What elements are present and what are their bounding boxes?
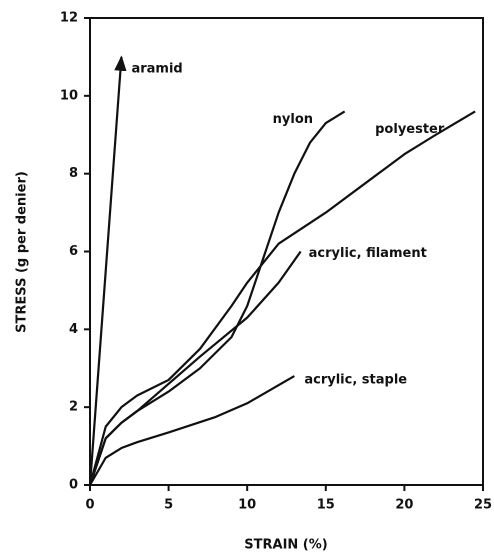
- y-tick-label: 0: [69, 478, 78, 493]
- x-axis-label: STRAIN (%): [244, 538, 327, 553]
- y-tick-label: 8: [69, 166, 78, 181]
- series-line: [89, 375, 295, 486]
- series-label: acrylic, staple: [304, 373, 407, 388]
- y-tick-label: 2: [69, 400, 78, 415]
- series-label: acrylic, filament: [309, 246, 427, 261]
- x-tick-label: 25: [474, 498, 492, 513]
- y-tick-label: 6: [69, 244, 78, 259]
- series-label: polyester: [375, 122, 445, 137]
- series-label: nylon: [273, 112, 313, 127]
- series-label: aramid: [131, 61, 182, 76]
- y-tick-label: 4: [69, 322, 78, 337]
- x-tick-label: 10: [238, 498, 256, 513]
- series-line: [88, 250, 302, 486]
- y-tick-label: 10: [60, 88, 78, 103]
- x-tick-label: 20: [395, 498, 413, 513]
- y-tick-label: 12: [60, 11, 78, 26]
- x-tick-label: 15: [317, 498, 335, 513]
- y-axis-label: STRESS (g per denier): [15, 171, 30, 333]
- x-tick-label: 5: [164, 498, 173, 513]
- series-line: [88, 110, 476, 486]
- x-tick-label: 0: [85, 498, 94, 513]
- series-line: [88, 55, 127, 486]
- series-line: [88, 110, 346, 486]
